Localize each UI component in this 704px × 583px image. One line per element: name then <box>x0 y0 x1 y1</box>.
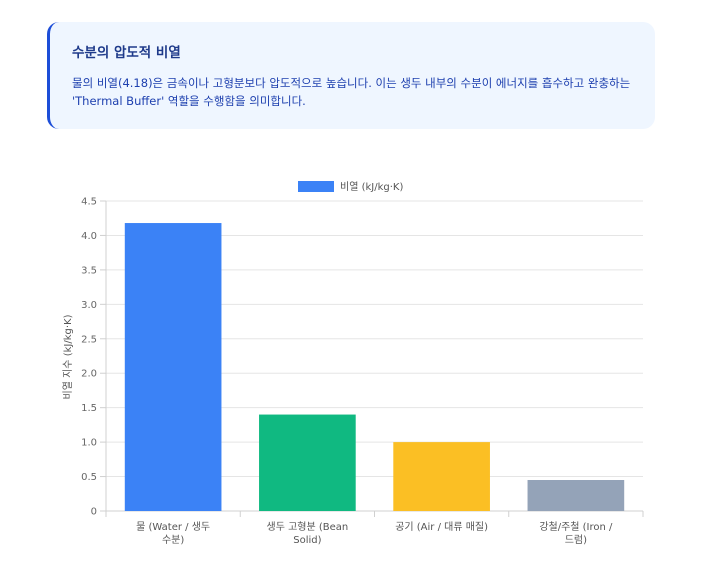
x-tick-label-line: 물 (Water / 생두 <box>136 521 210 533</box>
bar <box>124 223 222 512</box>
x-tick-label-line: 공기 (Air / 대류 매질) <box>395 521 488 533</box>
info-body: 물의 비열(4.18)은 금속이나 고형분보다 압도적으로 높습니다. 이는 생… <box>72 76 631 108</box>
bar <box>259 414 356 511</box>
x-tick-label: 강철/주철 (Iron / 드럼) <box>539 521 613 546</box>
y-axis-ticks: 0 0.5 1.0 1.5 2.0 2.5 3.0 3.5 4.0 4.5 <box>81 197 106 518</box>
y-tick-label: 3.0 <box>81 300 97 311</box>
chart-legend: 비열 (kJ/kg·K) <box>298 181 403 193</box>
x-tick-label-line: Solid) <box>293 535 321 546</box>
info-title: 수분의 압도적 비열 <box>72 45 181 61</box>
y-tick-label: 4.0 <box>81 231 97 242</box>
x-axis-ticks: 물 (Water / 생두 수분) 생두 고형분 (Bean Solid) 공기 (Ai… <box>105 511 644 546</box>
y-tick-label: 0.5 <box>81 472 97 483</box>
legend-label: 비열 (kJ/kg·K) <box>340 181 403 193</box>
x-tick-label-line: 드럼) <box>565 533 587 546</box>
y-axis-label: 비열 지수 (kJ/kg·K) <box>62 314 74 399</box>
x-tick-label-line: 강철/주철 (Iron / <box>539 521 613 533</box>
x-tick-label-line: 수분) <box>162 534 184 546</box>
y-tick-label: 3.5 <box>81 265 97 276</box>
y-tick-label: 2.5 <box>81 334 97 345</box>
bar <box>527 480 625 511</box>
bar <box>393 442 490 511</box>
legend-swatch <box>298 181 334 192</box>
y-tick-label: 1.0 <box>81 438 97 449</box>
x-tick-label-line: 생두 고형분 (Bean <box>267 521 349 533</box>
x-tick-label: 물 (Water / 생두 수분) <box>136 521 210 546</box>
x-tick-label: 공기 (Air / 대류 매질) <box>395 521 488 533</box>
y-tick-label: 0 <box>91 507 97 518</box>
bar-chart: 비열 (kJ/kg·K) 0 0.5 1.0 1.5 2.0 2.5 3.0 3.5 4.0 4.… <box>62 181 644 546</box>
chart-bars <box>124 223 625 512</box>
y-tick-label: 1.5 <box>81 403 97 414</box>
x-tick-label: 생두 고형분 (Bean Solid) <box>267 521 349 546</box>
info-card: 수분의 압도적 비열 물의 비열(4.18)은 금속이나 고형분보다 압도적으로… <box>47 22 655 129</box>
chart-container: 비열 (kJ/kg·K) 0 0.5 1.0 1.5 2.0 2.5 3.0 3.5 4.0 4.… <box>0 170 704 570</box>
y-tick-label: 2.0 <box>81 369 97 380</box>
y-tick-label: 4.5 <box>81 197 97 208</box>
